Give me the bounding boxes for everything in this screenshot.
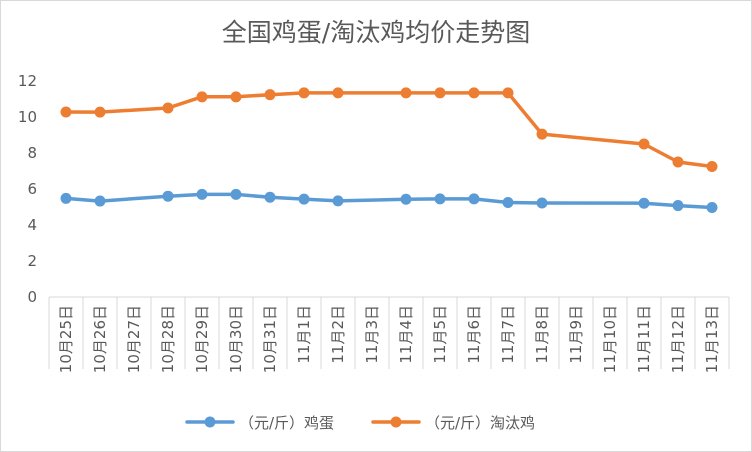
data-point xyxy=(502,197,514,208)
data-point xyxy=(502,87,514,99)
y-tick-label: 6 xyxy=(27,180,37,198)
x-tick-label: 10月30日 xyxy=(227,305,245,373)
y-tick-label: 4 xyxy=(27,216,37,234)
chart-title: 全国鸡蛋/淘汰鸡均价走势图 xyxy=(221,18,531,47)
data-point xyxy=(638,197,650,209)
data-point xyxy=(400,193,412,205)
y-tick-label: 12 xyxy=(18,72,37,90)
legend-label: （元/斤）鸡蛋 xyxy=(239,414,334,432)
x-tick-label: 11月4日 xyxy=(397,305,415,364)
x-tick-label: 11月5日 xyxy=(431,305,449,364)
x-tick-label: 11月8日 xyxy=(533,305,551,364)
data-point xyxy=(706,202,718,214)
series-line-1 xyxy=(64,192,714,210)
data-point xyxy=(672,156,684,168)
data-point xyxy=(536,128,548,140)
x-tick-label: 11月6日 xyxy=(465,305,483,364)
x-tick-label: 11月10日 xyxy=(601,305,619,373)
legend-label: （元/斤）淘汰鸡 xyxy=(425,414,535,432)
x-tick-label: 11月3日 xyxy=(363,305,381,364)
x-tick-label: 11月13日 xyxy=(703,305,721,373)
legend-marker xyxy=(204,416,216,428)
data-point xyxy=(60,106,72,118)
data-point xyxy=(60,192,72,204)
data-point xyxy=(468,87,480,99)
data-point xyxy=(264,89,276,101)
x-tick-label: 10月27日 xyxy=(125,305,143,373)
data-point xyxy=(196,188,208,200)
x-tick-label: 10月25日 xyxy=(57,305,75,373)
x-tick-label: 11月12日 xyxy=(669,305,687,373)
x-tick-label: 10月31日 xyxy=(261,305,279,373)
data-point xyxy=(94,106,106,118)
data-point xyxy=(434,193,446,205)
data-point xyxy=(162,190,174,202)
data-point xyxy=(298,87,310,99)
data-point xyxy=(298,193,310,205)
data-point xyxy=(162,102,174,114)
y-tick-label: 8 xyxy=(27,144,37,162)
data-point xyxy=(264,191,276,203)
y-tick-label: 2 xyxy=(27,252,37,270)
x-tick-label: 11月7日 xyxy=(499,305,517,364)
data-point xyxy=(94,195,106,207)
x-tick-label: 11月2日 xyxy=(329,305,347,364)
series-line-2 xyxy=(64,91,714,169)
data-point xyxy=(230,188,242,200)
y-tick-label: 10 xyxy=(18,108,37,126)
x-tick-label: 10月29日 xyxy=(193,305,211,373)
data-point xyxy=(230,91,242,103)
x-tick-label: 11月9日 xyxy=(567,305,585,364)
data-point xyxy=(196,91,208,103)
data-point xyxy=(672,200,684,212)
data-point xyxy=(332,87,344,99)
x-tick-label: 11月1日 xyxy=(295,305,313,364)
data-point xyxy=(536,197,548,209)
data-point xyxy=(706,161,718,172)
x-tick-label: 10月26日 xyxy=(91,305,109,373)
data-point xyxy=(434,87,446,99)
x-tick-label: 10月28日 xyxy=(159,305,177,373)
legend-marker xyxy=(390,416,402,428)
y-tick-label: 0 xyxy=(27,288,37,306)
data-point xyxy=(400,87,412,99)
x-tick-label: 11月11日 xyxy=(635,305,653,373)
data-point xyxy=(332,195,344,207)
data-point xyxy=(468,193,480,205)
data-point xyxy=(638,138,650,150)
